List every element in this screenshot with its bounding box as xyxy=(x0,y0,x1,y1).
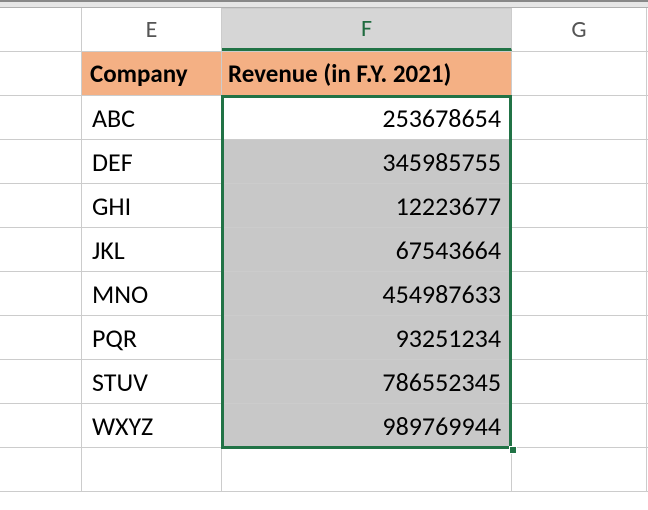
header-cell-revenue[interactable]: Revenue (in F.Y. 2021) xyxy=(222,52,512,95)
window-top-border xyxy=(0,0,648,8)
col-header-F[interactable]: F xyxy=(222,8,512,51)
empty-row xyxy=(0,448,648,492)
col-header-G[interactable]: G xyxy=(512,8,647,51)
empty-cell[interactable] xyxy=(512,316,647,359)
col-header-E[interactable]: E xyxy=(82,8,222,51)
empty-cell[interactable] xyxy=(512,272,647,315)
cell-revenue[interactable]: 989769944 xyxy=(222,404,512,447)
fill-handle[interactable] xyxy=(509,446,517,454)
empty-cell[interactable] xyxy=(512,404,647,447)
cell-revenue[interactable]: 786552345 xyxy=(222,360,512,403)
empty-cell[interactable] xyxy=(82,448,222,491)
empty-cell[interactable] xyxy=(512,140,647,183)
row-header[interactable] xyxy=(0,140,82,183)
row-header[interactable] xyxy=(0,228,82,271)
cell-company[interactable]: WXYZ xyxy=(82,404,222,447)
table-row: WXYZ 989769944 xyxy=(0,404,648,448)
cell-revenue[interactable]: 12223677 xyxy=(222,184,512,227)
table-row: JKL 67543664 xyxy=(0,228,648,272)
cell-company[interactable]: STUV xyxy=(82,360,222,403)
row-header[interactable] xyxy=(0,184,82,227)
empty-cell[interactable] xyxy=(512,96,647,139)
cell-revenue[interactable]: 345985755 xyxy=(222,140,512,183)
row-header[interactable] xyxy=(0,272,82,315)
empty-cell[interactable] xyxy=(512,448,647,491)
table-row: DEF 345985755 xyxy=(0,140,648,184)
table-row: GHI 12223677 xyxy=(0,184,648,228)
cell-company[interactable]: MNO xyxy=(82,272,222,315)
cell-company[interactable]: GHI xyxy=(82,184,222,227)
empty-cell[interactable] xyxy=(512,184,647,227)
table-row: MNO 454987633 xyxy=(0,272,648,316)
row-header[interactable] xyxy=(0,404,82,447)
cell-company[interactable]: ABC xyxy=(82,96,222,139)
cell-company[interactable]: JKL xyxy=(82,228,222,271)
cell-company[interactable]: DEF xyxy=(82,140,222,183)
empty-cell[interactable] xyxy=(512,228,647,271)
cell-company[interactable]: PQR xyxy=(82,316,222,359)
empty-cell[interactable] xyxy=(512,52,647,95)
cell-revenue[interactable]: 67543664 xyxy=(222,228,512,271)
column-headers-row: E F G xyxy=(0,8,648,52)
cell-revenue[interactable]: 253678654 xyxy=(222,96,512,139)
row-header[interactable] xyxy=(0,96,82,139)
header-row: Company Revenue (in F.Y. 2021) xyxy=(0,52,648,96)
empty-cell[interactable] xyxy=(222,448,512,491)
select-all-corner[interactable] xyxy=(0,8,82,51)
table-row: PQR 93251234 xyxy=(0,316,648,360)
header-cell-company[interactable]: Company xyxy=(82,52,222,95)
table-row: STUV 786552345 xyxy=(0,360,648,404)
row-header[interactable] xyxy=(0,316,82,359)
empty-cell[interactable] xyxy=(512,360,647,403)
row-header[interactable] xyxy=(0,360,82,403)
cell-revenue[interactable]: 454987633 xyxy=(222,272,512,315)
row-header[interactable] xyxy=(0,448,82,491)
row-header[interactable] xyxy=(0,52,82,95)
cell-revenue[interactable]: 93251234 xyxy=(222,316,512,359)
table-row: ABC 253678654 xyxy=(0,96,648,140)
cell-grid: Company Revenue (in F.Y. 2021) ABC 25367… xyxy=(0,52,648,492)
